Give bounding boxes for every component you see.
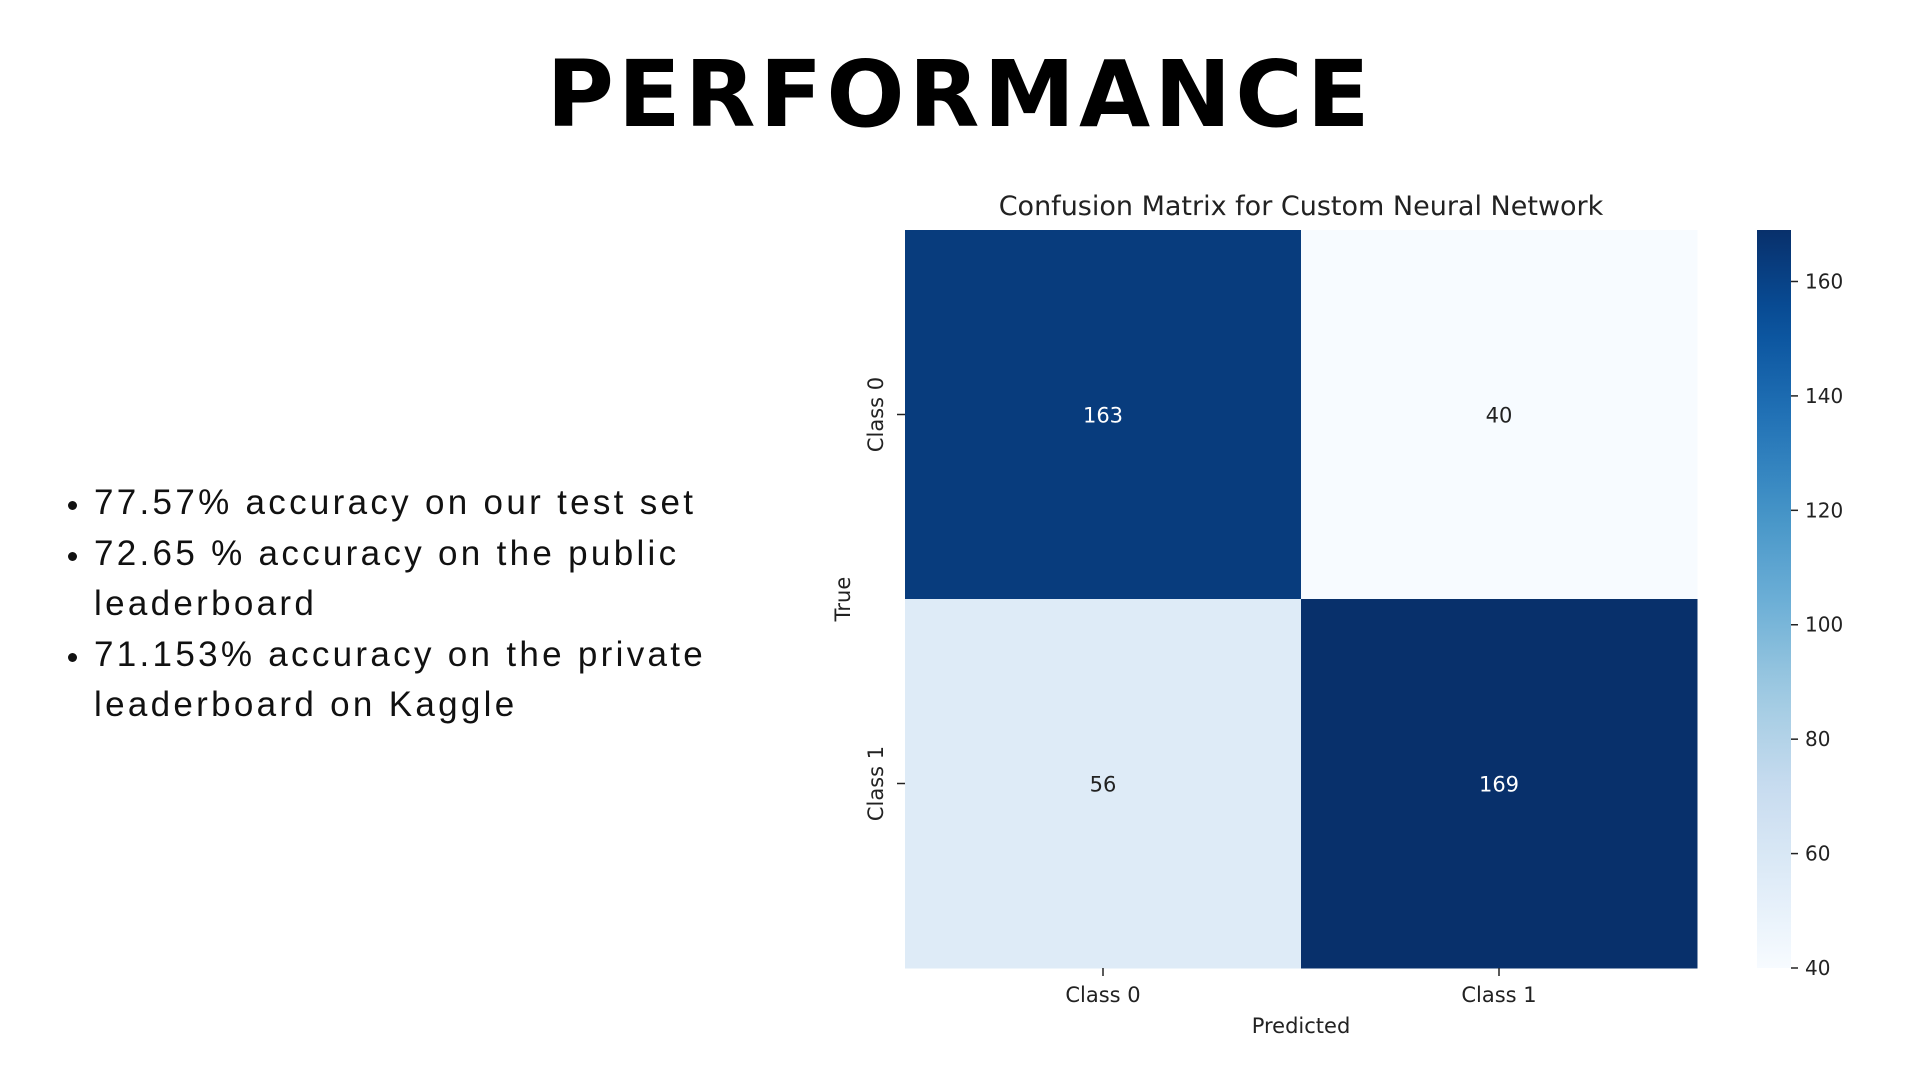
cell-value-label: 163 [1083,404,1123,428]
heatmap-cell [905,599,1302,969]
confusion-matrix-svg: Confusion Matrix for Custom Neural Netwo… [831,191,1843,1038]
colorbar [1757,230,1791,968]
bullet-list: 77.57% accuracy on our test set 72.65 % … [58,478,812,731]
y-tick-label: Class 0 [864,377,888,452]
colorbar-tick-label: 100 [1805,613,1843,637]
colorbar-tick-label: 40 [1805,956,1830,980]
x-axis-label: Predicted [1252,1014,1351,1038]
heatmap-cell [905,230,1302,600]
heatmap-cell [1301,230,1698,600]
colorbar-tick-label: 80 [1805,727,1830,751]
bullet-item: 77.57% accuracy on our test set [92,478,812,529]
page-title: PERFORMANCE [546,41,1374,148]
y-axis-label: True [831,577,855,623]
heatmap-cell [1301,599,1698,969]
x-tick-label: Class 0 [1065,983,1140,1007]
x-tick-label: Class 1 [1461,983,1536,1007]
colorbar-tick-label: 120 [1805,498,1843,522]
y-tick-label: Class 1 [864,746,888,821]
confusion-matrix-chart: Confusion Matrix for Custom Neural Netwo… [820,175,1880,1055]
cell-value-label: 169 [1479,773,1519,797]
cell-value-label: 56 [1090,773,1117,797]
colorbar-tick-label: 160 [1805,269,1843,293]
chart-title: Confusion Matrix for Custom Neural Netwo… [999,191,1604,222]
bullet-item: 71.153% accuracy on the private leaderbo… [92,630,812,731]
cell-value-label: 40 [1486,404,1513,428]
bullet-item: 72.65 % accuracy on the public leaderboa… [92,529,812,630]
colorbar-tick-label: 140 [1805,384,1843,408]
colorbar-tick-label: 60 [1805,842,1830,866]
